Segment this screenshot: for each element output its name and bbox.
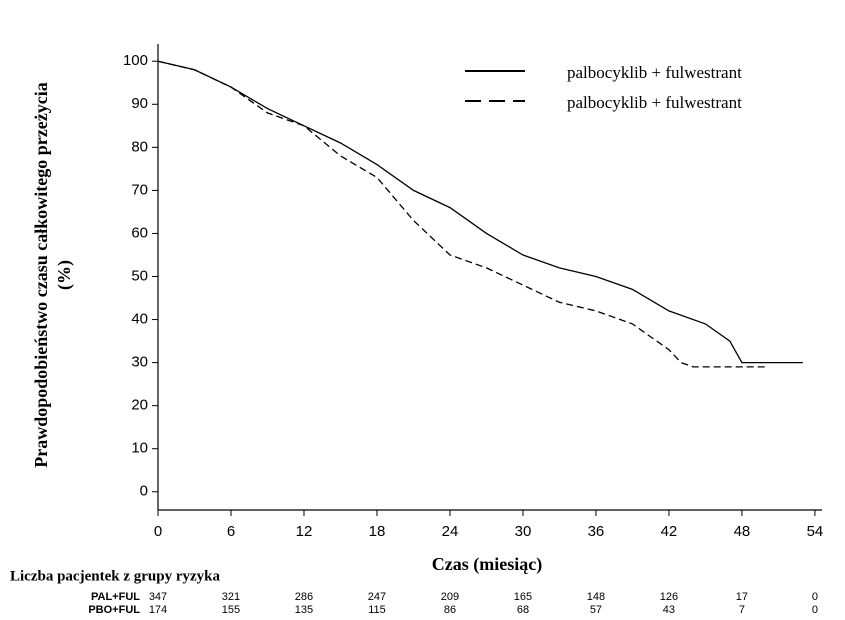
risk-value: 165 [514,591,532,603]
risk-table-title: Liczba pacjentek z grupy ryzyka [10,568,220,584]
risk-value: 347 [149,591,167,603]
y-tick-label: 90 [131,95,148,112]
risk-value: 57 [590,604,602,616]
risk-value: 68 [517,604,529,616]
y-tick-label: 80 [131,138,148,155]
y-axis-label: (%) [54,260,75,290]
y-tick-label: 100 [123,52,148,69]
survival-curve [157,60,803,364]
survival-curve [157,60,767,368]
y-tick-label: 50 [131,267,148,284]
risk-value: 135 [295,604,313,616]
x-tick-label: 36 [588,523,605,540]
risk-value: 7 [739,604,745,616]
x-tick-label: 48 [734,523,751,540]
risk-value: 247 [368,591,386,603]
x-tick-label: 6 [227,523,235,540]
risk-value: 286 [295,591,313,603]
x-axis-label: Czas (miesiąc) [432,554,542,575]
y-tick-label: 40 [131,311,148,328]
x-tick-label: 12 [296,523,313,540]
risk-value: 115 [368,604,386,616]
risk-value: 155 [222,604,240,616]
x-tick-label: 24 [442,523,459,540]
x-tick-label: 54 [807,523,824,540]
x-tick-label: 18 [369,523,386,540]
risk-value: 321 [222,591,240,603]
y-tick-label: 20 [131,397,148,414]
risk-value: 86 [444,604,456,616]
risk-value: 148 [587,591,605,603]
y-tick-label: 30 [131,354,148,371]
risk-value: 0 [812,591,818,603]
legend-label: palbocyklib + fulwestrant [567,63,742,82]
y-tick-label: 10 [131,440,148,457]
x-tick-label: 0 [154,523,162,540]
risk-value: 43 [663,604,675,616]
risk-value: 126 [660,591,678,603]
risk-value: 0 [812,604,818,616]
y-axis-label: Prawdopodobieństwo czasu całkowitego prz… [31,82,51,467]
risk-row-label: PBO+FUL [88,604,140,616]
y-tick-label: 60 [131,224,148,241]
y-tick-label: 70 [131,181,148,198]
x-tick-label: 30 [515,523,532,540]
y-tick-label: 0 [140,483,148,500]
risk-row-label: PAL+FUL [91,591,140,603]
risk-value: 17 [736,591,748,603]
risk-value: 174 [149,604,167,616]
risk-value: 209 [441,591,459,603]
legend-label: palbocyklib + fulwestrant [567,93,742,112]
x-tick-label: 42 [661,523,678,540]
